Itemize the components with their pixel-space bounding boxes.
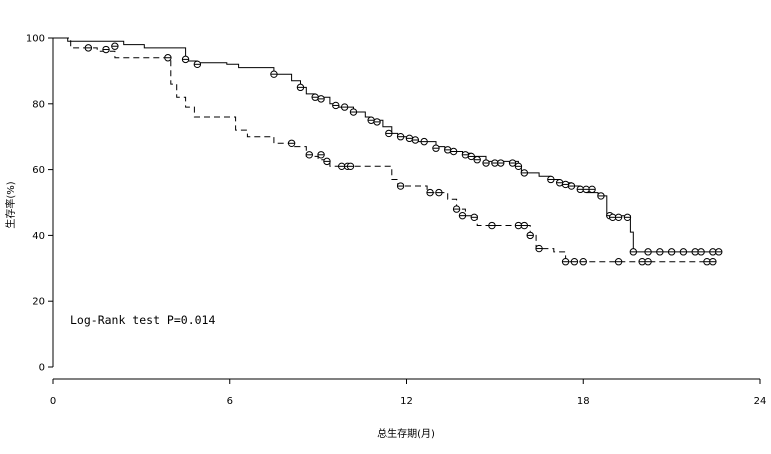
x-tick-label: 18	[577, 396, 590, 407]
y-tick-label: 60	[32, 165, 45, 176]
y-tick-label: 100	[26, 34, 45, 45]
y-axis: 0 20 40 60 80 100	[26, 34, 54, 374]
series-1	[53, 37, 723, 256]
y-tick-label: 40	[32, 231, 45, 242]
series-2	[53, 37, 717, 266]
x-ticks: 0 6 12 18 24	[50, 379, 767, 407]
logrank-annotation: Log-Rank test P=0.014	[70, 313, 215, 327]
x-axis-title: 总生存期(月)	[377, 427, 435, 440]
y-tick-label: 80	[32, 99, 45, 110]
x-axis: 0 6 12 18 24	[50, 378, 767, 407]
x-tick-label: 6	[227, 396, 233, 407]
y-ticks: 0 20 40 60 80 100	[26, 34, 53, 374]
x-tick-label: 0	[50, 396, 56, 407]
y-tick-label: 20	[32, 297, 45, 308]
x-tick-label: 12	[400, 396, 413, 407]
series-layer	[53, 37, 723, 266]
series-line	[53, 37, 716, 263]
y-tick-label: 0	[39, 363, 45, 374]
x-tick-label: 24	[754, 396, 767, 407]
y-axis-title: 生存率(%)	[4, 181, 17, 228]
